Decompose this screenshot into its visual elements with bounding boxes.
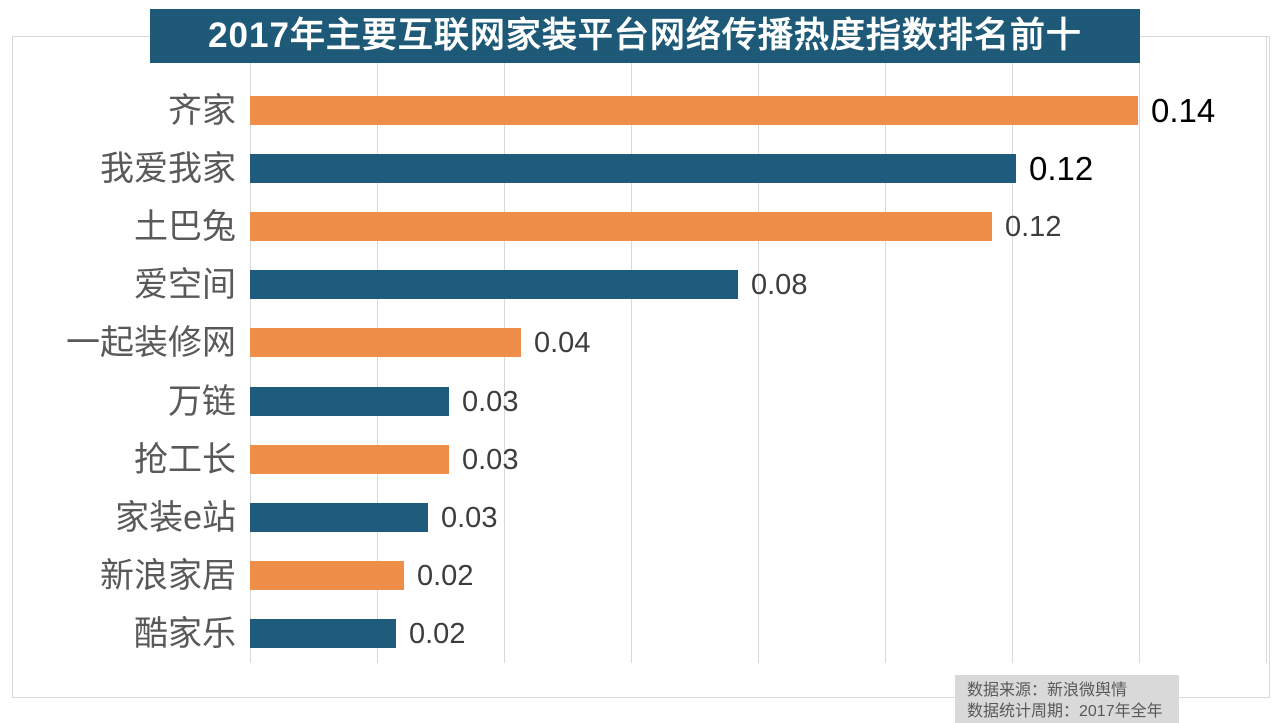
value-label: 0.12 <box>1029 150 1094 188</box>
category-label: 我爱我家 <box>100 150 236 189</box>
bar-row: 齐家 0.14 <box>0 82 1282 140</box>
category-label: 齐家 <box>168 92 236 130</box>
value-label: 0.12 <box>1005 211 1062 244</box>
value-label: 0.14 <box>1151 92 1216 129</box>
category-label: 土巴兔 <box>134 208 236 247</box>
category-label: 爱空间 <box>134 266 236 305</box>
category-label: 一起装修网 <box>66 324 236 363</box>
chart-title: 2017年主要互联网家装平台网络传播热度指数排名前十 <box>150 9 1140 63</box>
bar <box>250 502 428 532</box>
bar <box>250 444 449 474</box>
bar <box>250 386 449 416</box>
gridline <box>1139 36 1140 663</box>
value-label: 0.03 <box>462 385 519 418</box>
category-label: 新浪家居 <box>100 556 236 595</box>
gridline <box>1266 36 1267 663</box>
category-label: 酷家乐 <box>134 614 236 653</box>
value-label: 0.03 <box>441 501 498 534</box>
gridline <box>631 36 632 663</box>
bar <box>250 328 521 358</box>
value-label: 0.04 <box>534 327 591 360</box>
bar-row: 家装e站 0.03 <box>0 489 1282 547</box>
bar-row: 一起装修网 0.04 <box>0 314 1282 372</box>
category-label: 家装e站 <box>115 498 236 537</box>
value-label: 0.03 <box>462 443 519 476</box>
gridline <box>885 36 886 663</box>
bar <box>250 618 396 648</box>
bar <box>250 154 1016 184</box>
value-label: 0.02 <box>417 559 474 592</box>
gridline <box>758 36 759 663</box>
bar-row: 抢工长 0.03 <box>0 431 1282 489</box>
bar <box>250 212 992 242</box>
bar-row: 万链 0.03 <box>0 373 1282 431</box>
bar-row: 土巴兔 0.12 <box>0 198 1282 256</box>
category-label: 抢工长 <box>134 440 236 479</box>
category-label: 万链 <box>168 382 236 421</box>
data-source-line: 数据来源：新浪微舆情 <box>967 682 1128 699</box>
bar <box>250 96 1138 125</box>
data-period-line: 数据统计周期：2017年全年 <box>967 703 1163 720</box>
bar-row: 我爱我家 0.12 <box>0 140 1282 198</box>
value-label: 0.02 <box>409 617 466 650</box>
gridline <box>1012 36 1013 663</box>
value-label: 0.08 <box>751 269 808 302</box>
bar-row: 爱空间 0.08 <box>0 256 1282 314</box>
bar-rows: 齐家 0.14 我爱我家 0.12 土巴兔 0.12 爱空间 0.08 一起装修… <box>0 82 1282 663</box>
bar-row: 新浪家居 0.02 <box>0 547 1282 605</box>
bar-row: 酷家乐 0.02 <box>0 605 1282 663</box>
bar <box>250 560 404 590</box>
bar <box>250 270 738 300</box>
data-source-note: 数据来源：新浪微舆情 数据统计周期：2017年全年 <box>955 675 1179 723</box>
